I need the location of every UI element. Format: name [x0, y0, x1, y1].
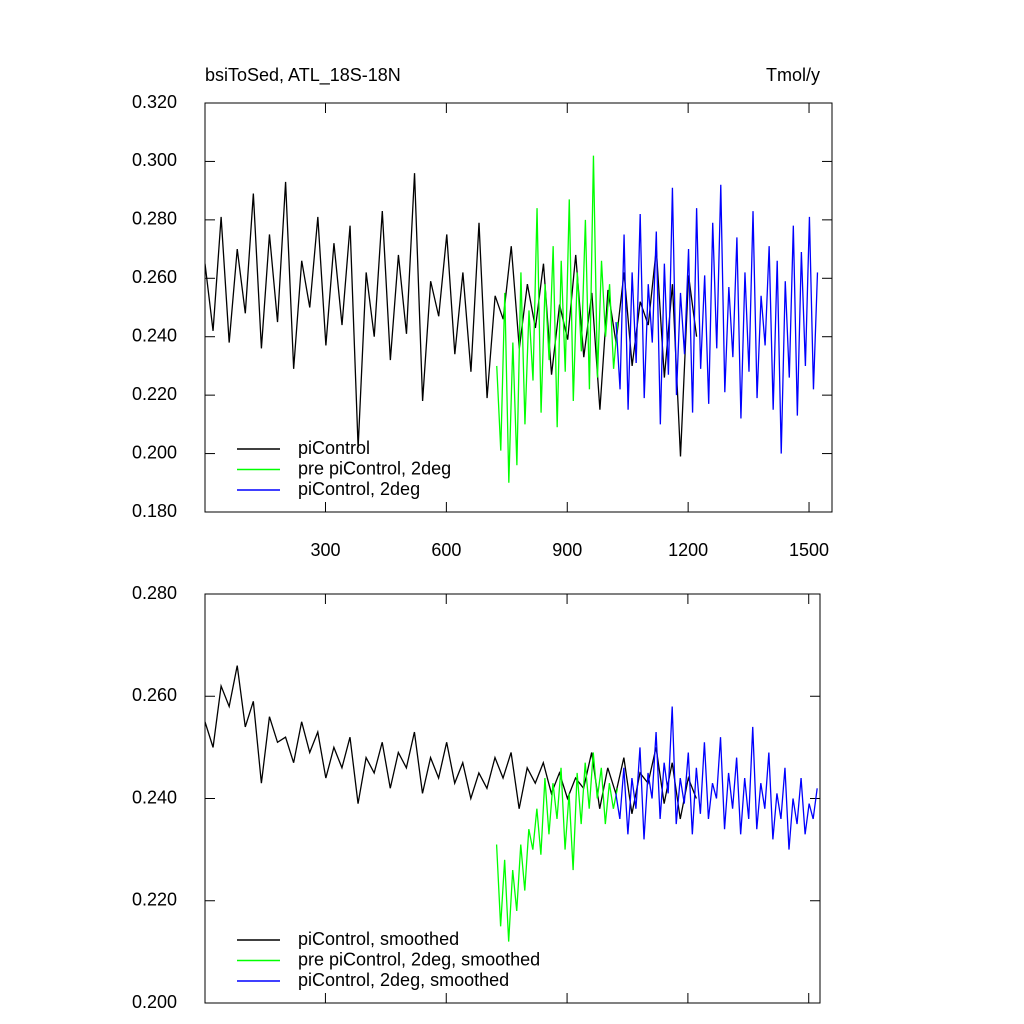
x-tick-label: 600	[431, 540, 461, 560]
y-tick-label: 0.320	[132, 92, 177, 112]
y-tick-label: 0.180	[132, 501, 177, 521]
y-tick-label: 0.280	[132, 209, 177, 229]
y-tick-label: 0.200	[132, 442, 177, 462]
y-tick-label: 0.240	[132, 787, 177, 807]
plot-frame	[204, 102, 833, 513]
x-tick-label: 1500	[789, 540, 829, 560]
plot-frame	[204, 593, 821, 1004]
data-line	[495, 752, 619, 942]
plot-area	[205, 665, 818, 942]
y-tick-label: 0.260	[132, 685, 177, 705]
data-line	[205, 173, 698, 457]
x-tick-label: 300	[310, 540, 340, 560]
legend-label: piControl, smoothed	[298, 929, 459, 949]
y-tick-label: 0.300	[132, 150, 177, 170]
y-tick-label: 0.220	[132, 384, 177, 404]
data-line	[615, 184, 819, 454]
y-tick-label: 0.280	[132, 583, 177, 603]
y-tick-label: 0.220	[132, 890, 177, 910]
legend-label: piControl, 2deg, smoothed	[298, 970, 509, 990]
units-label: Tmol/y	[766, 65, 820, 85]
data-line	[615, 706, 818, 850]
y-tick-label: 0.260	[132, 267, 177, 287]
legend-label: pre piControl, 2deg, smoothed	[298, 949, 540, 969]
data-line	[205, 665, 697, 820]
legend-label: pre piControl, 2deg	[298, 458, 451, 478]
data-line	[496, 155, 619, 483]
chart-title: bsiToSed, ATL_18S-18N	[205, 65, 401, 86]
y-tick-label: 0.240	[132, 325, 177, 345]
legend-label: piControl	[298, 438, 370, 458]
legend-label: piControl, 2deg	[298, 479, 420, 499]
plot-area	[205, 155, 819, 483]
x-tick-label: 900	[552, 540, 582, 560]
y-tick-label: 0.200	[132, 992, 177, 1012]
x-tick-label: 1200	[668, 540, 708, 560]
